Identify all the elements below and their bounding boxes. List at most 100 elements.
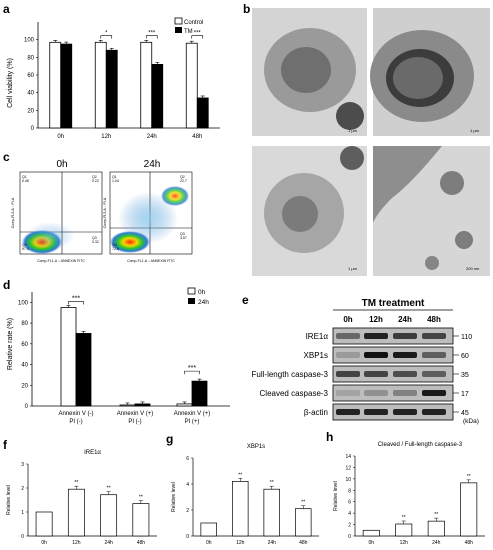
bar-24h	[100, 494, 118, 537]
blot-band	[422, 333, 446, 339]
blot-band	[336, 409, 360, 415]
blot-band	[336, 371, 360, 377]
legend-swatch-tm	[175, 27, 182, 33]
blot-band	[422, 409, 446, 415]
legend-swatch-0h	[187, 287, 196, 295]
flow-plot-0h: Q1 0.46 Q2 0.22 Q3 0.32 Q4 97.4 Comp-FL1…	[11, 171, 103, 263]
y-tick-label: 6	[186, 456, 189, 462]
svg-text:Q2: Q2	[180, 175, 185, 179]
x-tick-label: 12h	[236, 540, 245, 546]
svg-text:0.46: 0.46	[22, 179, 29, 183]
svg-text:72.8: 72.8	[112, 247, 119, 251]
blot-band	[336, 352, 360, 358]
x-group-label: PI (-)	[69, 419, 82, 425]
tem-scale-3: 1 μm	[348, 266, 358, 271]
kda-label: 17	[461, 391, 469, 398]
svg-text:1.04: 1.04	[112, 179, 119, 183]
y-axis-label: Relative level	[333, 481, 339, 511]
x-tick-label: 12h	[101, 134, 111, 140]
blot-band	[336, 333, 360, 339]
panel-d-legend: 0h 24h	[187, 287, 209, 306]
x-tick-label: 12h	[400, 540, 409, 546]
panel-f-chart: IRE1α 0 1 2 3 Relative level 0h ** 12h ** 24h ** 48h	[6, 450, 157, 546]
tem-cell-4	[373, 146, 442, 223]
panel-g-chart: XBP1s 0 2 4 6 Relative level 0h ** 12h ** 24h ** 48h	[171, 444, 319, 546]
blot-band	[393, 390, 417, 396]
svg-text:0.22: 0.22	[92, 179, 99, 183]
svg-text:22.7: 22.7	[180, 179, 187, 183]
bar-12h	[67, 488, 85, 537]
panel-letter-h: h	[326, 430, 334, 444]
sig-stars: **	[139, 495, 143, 501]
panel-d-bars: Annexin V (-) PI (-) Annexin V (+) PI (-) An…	[58, 296, 210, 425]
panel-h-chart: Cleaved / Full-length caspase-3 0 2 4 6 8 10 12…	[333, 442, 485, 546]
sig-stars: **	[238, 472, 242, 478]
panel-letter-c: c	[3, 150, 10, 164]
x-tick-label: 12h	[72, 540, 81, 546]
bar-tm-48h	[196, 97, 209, 129]
bar-12h	[232, 481, 249, 537]
svg-text:Comp-FL1-A :: ANNEXIN FITC: Comp-FL1-A :: ANNEXIN FITC	[127, 259, 175, 263]
x-group-label: PI (-)	[128, 419, 141, 425]
x-tick-label: 48h	[465, 540, 474, 546]
x-tick-label: 0h	[57, 134, 64, 140]
kda-label: 110	[461, 334, 472, 341]
bar-12h	[395, 523, 413, 537]
panel-d-ylabel: Relative rate (%)	[7, 318, 14, 370]
blot-band	[364, 333, 388, 339]
tem-debris-1	[336, 102, 364, 130]
svg-text:3.57: 3.57	[180, 236, 187, 240]
panel-letter-d: d	[3, 278, 11, 292]
y-tick-label: 4	[348, 511, 351, 517]
bar-48h	[460, 482, 478, 537]
panel-letter-a: a	[3, 2, 10, 16]
y-tick-label: 0	[21, 534, 24, 540]
bar-24h	[263, 488, 280, 537]
bar-48h	[132, 503, 150, 537]
y-tick-label: 40	[21, 363, 28, 369]
lane-label-12h: 12h	[369, 315, 383, 324]
tem-nucleus-3	[282, 196, 318, 232]
sig-stars: ***	[188, 365, 196, 372]
svg-text:Comp-FL1-A :: ANNEXIN FITC: Comp-FL1-A :: ANNEXIN FITC	[37, 259, 85, 263]
y-tick-label: 20	[27, 108, 34, 114]
x-tick-label: 24h	[104, 540, 113, 546]
flow-plot-24h: Q1 1.04 Q2 22.7 Q3 3.57 Q4 72.8 Comp-FL1…	[103, 171, 193, 263]
y-tick-label: 0	[31, 126, 35, 132]
y-axis-label: Relative level	[171, 482, 177, 512]
kda-unit: (kDa)	[463, 418, 479, 425]
y-tick-label: 14	[345, 454, 351, 460]
svg-text:Q1: Q1	[22, 175, 27, 179]
protein-label: XBP1s	[304, 351, 328, 360]
x-tick-label: 24h	[147, 134, 157, 140]
blot-band	[422, 371, 446, 377]
bar-0h	[35, 511, 53, 537]
y-tick-label: 40	[27, 91, 34, 97]
sig-stars: ***	[72, 296, 80, 303]
protein-label: β-actin	[304, 408, 328, 417]
sig-stars: **	[402, 515, 406, 521]
y-tick-label: 0	[25, 404, 29, 410]
sig-bracket	[100, 35, 113, 39]
legend-label-0h: 0h	[198, 289, 206, 296]
blot-band	[364, 371, 388, 377]
protein-label: Full-length caspase-3	[252, 370, 329, 379]
blot-band	[364, 390, 388, 396]
blot-band	[336, 390, 360, 396]
x-tick-label: 0h	[368, 540, 374, 546]
bar-control-48h	[185, 42, 198, 129]
bar-0h-group-1	[119, 404, 136, 407]
protein-label: Cleaved caspase-3	[260, 389, 329, 398]
bar-control-24h	[140, 41, 153, 129]
x-tick-label: 48h	[192, 134, 202, 140]
svg-text:Q4: Q4	[22, 243, 27, 247]
legend-swatch-control	[174, 17, 183, 25]
blot-band	[393, 409, 417, 415]
y-axis-label: Relative level	[6, 485, 12, 515]
svg-text:Q2: Q2	[92, 175, 97, 179]
panel-a-ylabel: Cell viability (%)	[7, 58, 14, 108]
y-tick-label: 100	[18, 300, 29, 306]
blot-band	[364, 352, 388, 358]
